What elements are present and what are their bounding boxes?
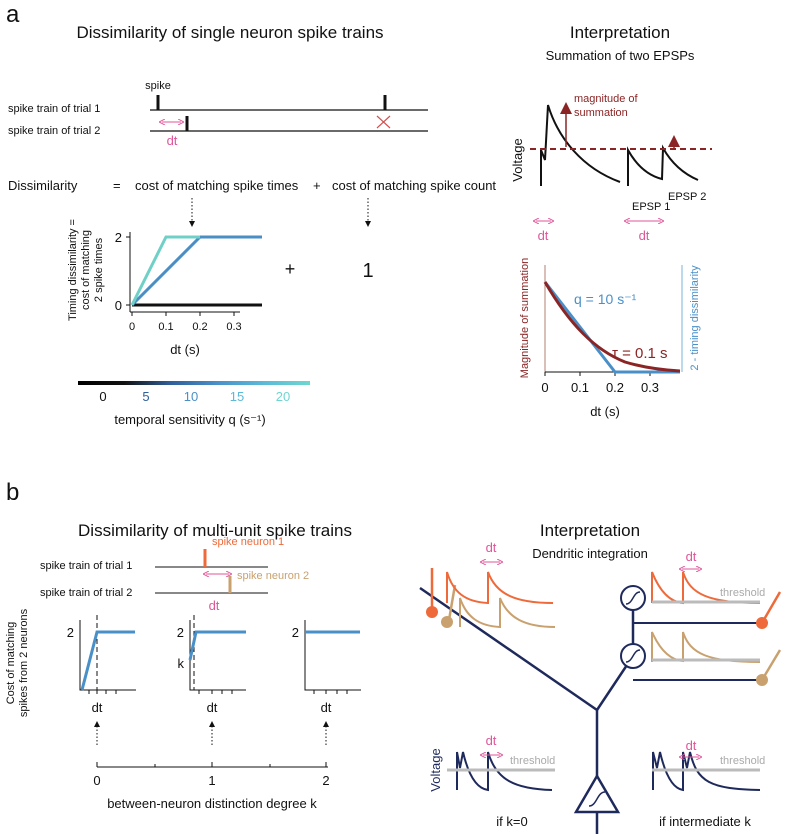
case-label: if k=0: [496, 814, 527, 829]
case-label: if intermediate k: [659, 814, 751, 829]
axis-label: cost of matching: [80, 230, 92, 310]
panel-label: a: [6, 1, 20, 28]
colorbar-tick: 5: [142, 389, 149, 404]
dt-label: dt: [686, 549, 697, 564]
k-axis: [96, 762, 328, 768]
traces: [446, 562, 761, 792]
spike-label: spike: [145, 80, 171, 92]
tick-label: 0: [541, 380, 548, 395]
axis-label: Cost of matching: [5, 622, 17, 705]
cost-plots: [79, 615, 361, 694]
panel-subtitle: Summation of two EPSPs: [546, 48, 695, 63]
threshold-label: threshold: [510, 755, 555, 767]
axis-label: spikes from 2 neurons: [18, 608, 30, 717]
dt-label: dt: [486, 540, 497, 555]
neuron: [419, 585, 762, 834]
tick-label: 0.2: [192, 321, 207, 333]
axis-label: dt (s): [590, 404, 620, 419]
equation-term: Dissimilarity: [8, 178, 78, 193]
spike-label: spike neuron 2: [237, 570, 309, 582]
colorbar: [78, 381, 310, 385]
panel-label: b: [6, 479, 19, 506]
tick-label: 0: [115, 298, 122, 313]
epsp-traces: [540, 104, 699, 186]
dt-label: dt: [209, 598, 220, 613]
plus: +: [285, 259, 296, 279]
annotation: summation: [574, 107, 628, 119]
summation-plot: [543, 265, 683, 376]
annotation: τ = 0.1 s: [612, 345, 668, 362]
axis-label: 2 spike times: [93, 237, 105, 302]
threshold-label: threshold: [720, 587, 765, 599]
dt-label: dt: [639, 228, 650, 243]
dt-label: dt: [486, 733, 497, 748]
tick-label: 2: [177, 625, 184, 640]
epsp-label: EPSP 1: [632, 201, 670, 213]
axis-label: Voltage: [510, 138, 525, 181]
tick-label: 2: [292, 625, 299, 640]
tick-label: dt: [321, 700, 332, 715]
equation-term: +: [313, 178, 321, 193]
tick-label: 1: [208, 773, 215, 788]
tick-label: 0.3: [641, 380, 659, 395]
equation-term: =: [113, 178, 121, 193]
colorbar-tick: 0: [99, 389, 106, 404]
axis-label: Magnitude of summation: [519, 258, 531, 378]
panel-subtitle: Dendritic integration: [532, 546, 648, 561]
panel-title: Interpretation: [570, 23, 670, 42]
trial-label: spike train of trial 1: [40, 560, 132, 572]
panel-title: Dissimilarity of single neuron spike tra…: [76, 23, 383, 42]
tick-label: 2: [67, 625, 74, 640]
panel-title: Dissimilarity of multi-unit spike trains: [78, 521, 352, 540]
colorbar-tick: 15: [230, 389, 244, 404]
axis-label: dt (s): [170, 342, 200, 357]
tick-label: 0.3: [226, 321, 241, 333]
colorbar-tick: 20: [276, 389, 290, 404]
tick-label: 2: [115, 230, 122, 245]
colorbar-tick: 10: [184, 389, 198, 404]
axis-label: between-neuron distinction degree k: [107, 796, 317, 811]
timing-plot: [126, 232, 262, 316]
dt-label: dt: [686, 738, 697, 753]
equation-term: cost of matching spike count: [332, 178, 496, 193]
tick-label: 0.1: [571, 380, 589, 395]
threshold-label: threshold: [720, 755, 765, 767]
synapses: [426, 568, 782, 686]
tick-label: 2: [322, 773, 329, 788]
axis-label: 2 - timing dissimilarity: [689, 265, 701, 371]
axis-label: Voltage: [428, 748, 443, 791]
arrows: [94, 721, 329, 745]
tick-label: 0.2: [606, 380, 624, 395]
spike-label: spike neuron 1: [212, 536, 284, 548]
tick-label: dt: [92, 700, 103, 715]
tick-label: 0: [93, 773, 100, 788]
trial-label: spike train of trial 2: [40, 587, 132, 599]
colorbar-label: temporal sensitivity q (s⁻¹): [114, 412, 265, 427]
dt-label: dt: [538, 228, 549, 243]
panel-title: Interpretation: [540, 521, 640, 540]
epsp-label: EPSP 2: [668, 191, 706, 203]
tick-label: 0.1: [158, 321, 173, 333]
tick-label: 0: [129, 321, 135, 333]
equation-term: cost of matching spike times: [135, 178, 299, 193]
count-cost: 1: [362, 260, 373, 282]
dt-label: dt: [167, 133, 178, 148]
trial-label: spike train of trial 2: [8, 125, 100, 137]
spike-trains: [150, 95, 428, 132]
tick-label: k: [178, 656, 185, 671]
axis-label: Timing dissimilarity =: [67, 219, 79, 321]
annotation: magnitude of: [574, 93, 639, 105]
annotation: q = 10 s⁻¹: [574, 291, 637, 307]
trial-label: spike train of trial 1: [8, 103, 100, 115]
spike-trains: [155, 549, 268, 594]
tick-label: dt: [207, 700, 218, 715]
arrows: [189, 198, 371, 227]
